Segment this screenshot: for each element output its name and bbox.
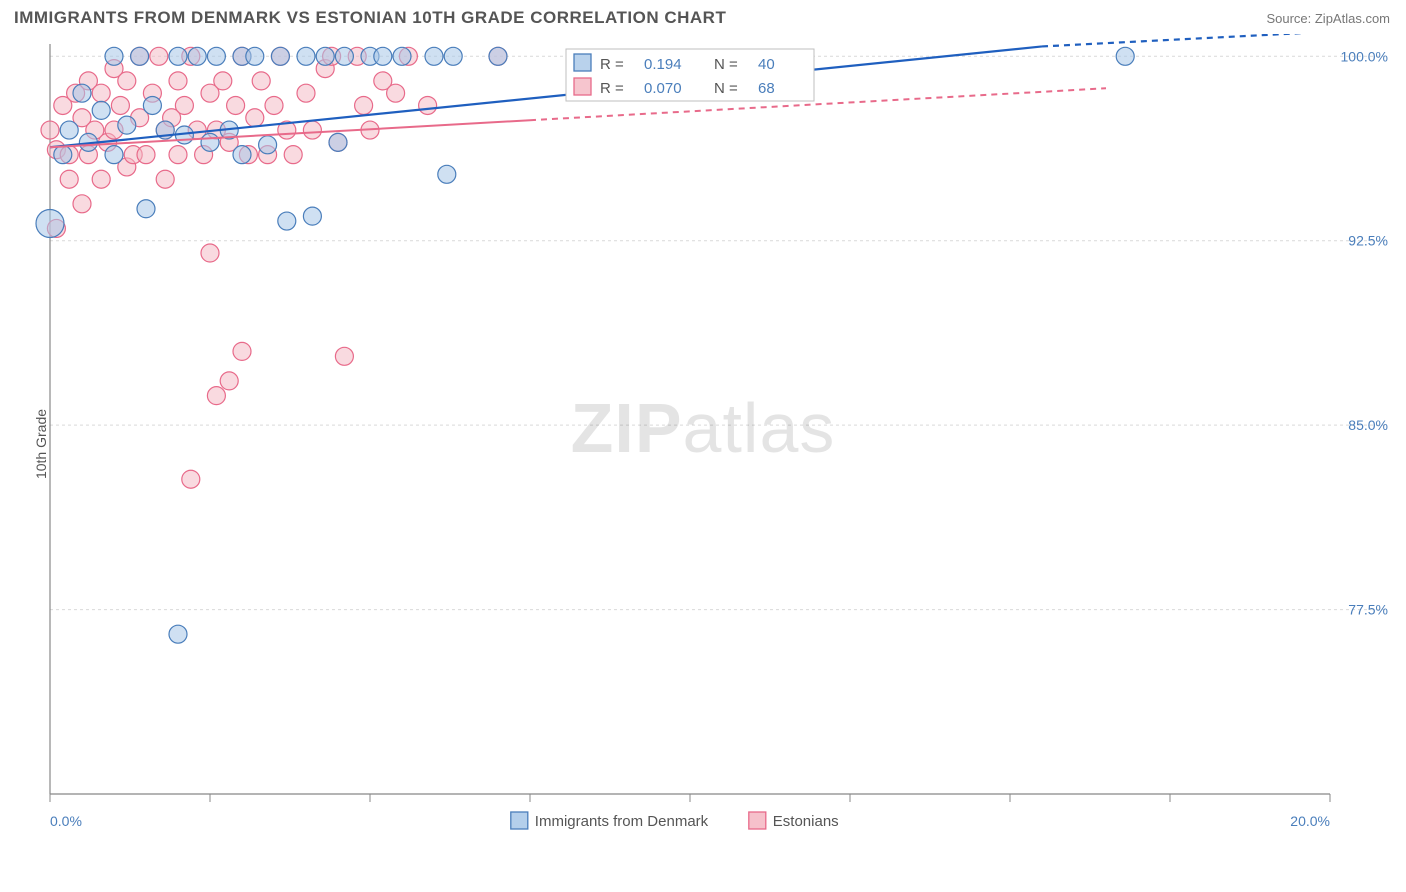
data-point <box>316 47 334 65</box>
legend-label: Immigrants from Denmark <box>535 813 709 830</box>
trend-line-extrapolated <box>1042 34 1330 46</box>
stat-n-value: 68 <box>758 80 775 97</box>
chart-title: IMMIGRANTS FROM DENMARK VS ESTONIAN 10TH… <box>14 8 726 28</box>
stat-n-label: N = <box>714 80 738 97</box>
stat-r-value: 0.070 <box>644 80 682 97</box>
data-point <box>41 121 59 139</box>
stat-r-label: R = <box>600 80 624 97</box>
data-point <box>131 47 149 65</box>
data-point <box>111 96 129 114</box>
data-point <box>92 84 110 102</box>
data-point <box>105 146 123 164</box>
data-point <box>207 387 225 405</box>
data-point <box>335 347 353 365</box>
data-point <box>54 146 72 164</box>
data-point <box>175 96 193 114</box>
data-point <box>374 47 392 65</box>
data-point <box>284 146 302 164</box>
data-point <box>233 342 251 360</box>
data-point <box>169 72 187 90</box>
stat-r-label: R = <box>600 56 624 73</box>
y-tick-label: 100.0% <box>1341 48 1388 64</box>
data-point <box>137 146 155 164</box>
data-point <box>387 84 405 102</box>
source-label: Source: ZipAtlas.com <box>1266 11 1390 26</box>
stat-n-value: 40 <box>758 56 775 73</box>
data-point <box>207 47 225 65</box>
data-point <box>297 47 315 65</box>
data-point <box>444 47 462 65</box>
legend-swatch <box>511 812 528 829</box>
data-point <box>73 195 91 213</box>
data-point <box>1116 47 1134 65</box>
data-point <box>36 210 64 238</box>
data-point <box>329 133 347 151</box>
data-point <box>259 136 277 154</box>
data-point <box>271 47 289 65</box>
data-point <box>73 84 91 102</box>
data-point <box>265 96 283 114</box>
y-tick-label: 77.5% <box>1348 602 1388 618</box>
data-point <box>105 47 123 65</box>
data-point <box>118 116 136 134</box>
data-point <box>60 170 78 188</box>
x-tick-label: 0.0% <box>50 813 82 829</box>
data-point <box>355 96 373 114</box>
data-point <box>92 170 110 188</box>
data-point <box>201 244 219 262</box>
data-point <box>137 200 155 218</box>
data-point <box>169 146 187 164</box>
y-tick-label: 85.0% <box>1348 417 1388 433</box>
data-point <box>201 133 219 151</box>
data-point <box>60 121 78 139</box>
data-point <box>92 101 110 119</box>
data-point <box>169 625 187 643</box>
data-point <box>303 207 321 225</box>
data-point <box>278 212 296 230</box>
data-point <box>303 121 321 139</box>
data-point <box>425 47 443 65</box>
data-point <box>297 84 315 102</box>
data-point <box>143 96 161 114</box>
data-point <box>118 72 136 90</box>
data-point <box>438 165 456 183</box>
legend-swatch <box>574 78 591 95</box>
data-point <box>246 47 264 65</box>
x-tick-label: 20.0% <box>1290 813 1330 829</box>
stat-r-value: 0.194 <box>644 56 682 73</box>
data-point <box>188 47 206 65</box>
data-point <box>419 96 437 114</box>
data-point <box>169 47 187 65</box>
chart-container: 10th Grade ZIPatlas 77.5%85.0%92.5%100.0… <box>0 34 1406 854</box>
legend-swatch <box>574 54 591 71</box>
data-point <box>227 96 245 114</box>
data-point <box>489 47 507 65</box>
data-point <box>246 109 264 127</box>
data-point <box>252 72 270 90</box>
scatter-chart: 77.5% 85.0% 92.5% 100.0% 0.0% 20.0% R = 0.194 N … <box>0 34 1406 854</box>
data-point <box>156 170 174 188</box>
y-axis-label: 10th Grade <box>33 409 49 479</box>
data-point <box>335 47 353 65</box>
data-point <box>214 72 232 90</box>
y-tick-label: 92.5% <box>1348 233 1388 249</box>
stat-n-label: N = <box>714 56 738 73</box>
legend-swatch <box>749 812 766 829</box>
data-point <box>233 146 251 164</box>
legend-label: Estonians <box>773 813 839 830</box>
data-point <box>182 470 200 488</box>
data-point <box>150 47 168 65</box>
data-point <box>393 47 411 65</box>
data-point <box>220 372 238 390</box>
